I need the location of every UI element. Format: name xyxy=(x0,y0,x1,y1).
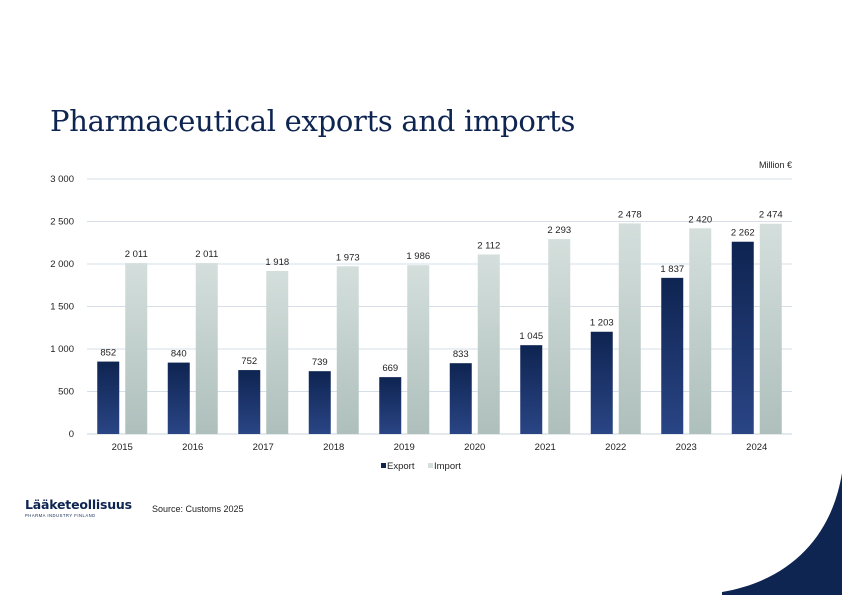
import-bar xyxy=(336,266,359,434)
y-tick-label: 3 000 xyxy=(50,174,74,185)
import-bar xyxy=(477,254,500,434)
import-data-label: 2 112 xyxy=(477,240,500,251)
export-bar xyxy=(308,371,331,434)
x-tick-label: 2015 xyxy=(112,442,133,453)
x-tick-label: 2022 xyxy=(605,442,626,453)
page-number: 1 xyxy=(816,505,822,515)
import-data-label: 2 478 xyxy=(618,209,642,220)
y-tick-label: 500 xyxy=(58,387,74,398)
import-data-label: 2 011 xyxy=(125,249,148,260)
x-tick-label: 2020 xyxy=(464,442,485,453)
import-data-label: 1 986 xyxy=(406,251,430,262)
brand-logo: Lääketeollisuus PHARMA INDUSTRY FINLAND xyxy=(25,498,135,522)
corner-decoration xyxy=(722,473,842,595)
export-data-label: 1 045 xyxy=(519,331,543,342)
export-bar xyxy=(590,331,613,434)
logo-name: Lääketeollisuus xyxy=(25,497,132,512)
legend-item-import: Import xyxy=(428,461,461,472)
export-bar xyxy=(97,361,120,434)
x-tick-label: 2021 xyxy=(535,442,556,453)
export-data-label: 2 262 xyxy=(731,228,755,239)
export-data-label: 752 xyxy=(241,356,257,367)
import-data-label: 2 011 xyxy=(195,249,218,260)
import-bar xyxy=(195,263,218,434)
legend-label-import: Import xyxy=(434,461,461,472)
export-data-label: 833 xyxy=(453,349,469,360)
export-bar xyxy=(520,345,543,434)
import-bar xyxy=(407,265,430,434)
legend-swatch-import xyxy=(428,463,433,468)
export-data-label: 1 837 xyxy=(660,264,684,275)
x-tick-label: 2018 xyxy=(323,442,344,453)
export-data-label: 840 xyxy=(171,349,187,360)
y-tick-label: 2 000 xyxy=(50,259,74,270)
y-tick-label: 1 000 xyxy=(50,344,74,355)
export-data-label: 1 203 xyxy=(590,318,614,329)
export-bar xyxy=(167,362,190,434)
source-note: Source: Customs 2025 xyxy=(152,504,244,514)
x-tick-label: 2023 xyxy=(676,442,697,453)
x-tick-label: 2016 xyxy=(182,442,203,453)
legend: Export Import xyxy=(381,461,461,472)
export-data-label: 739 xyxy=(312,357,328,368)
import-bar xyxy=(548,239,571,434)
import-data-label: 2 420 xyxy=(688,214,712,225)
import-bar xyxy=(759,223,782,434)
export-bar xyxy=(661,277,684,434)
slide-title: Pharmaceutical exports and imports xyxy=(50,104,576,138)
legend-item-export: Export xyxy=(381,461,415,472)
export-bar xyxy=(238,370,261,434)
import-data-label: 2 293 xyxy=(547,225,571,236)
export-bar xyxy=(731,241,754,434)
export-data-label: 669 xyxy=(382,363,398,374)
legend-label-export: Export xyxy=(387,461,415,472)
x-tick-label: 2017 xyxy=(253,442,274,453)
unit-label: Million € xyxy=(758,160,792,170)
import-bar xyxy=(125,263,148,434)
import-bar xyxy=(618,223,641,434)
legend-swatch-export xyxy=(381,463,386,468)
export-bar xyxy=(449,363,472,434)
import-bar xyxy=(266,270,289,434)
import-data-label: 1 973 xyxy=(336,252,360,263)
bars xyxy=(97,223,782,434)
axes: 0 500 1 000 1 500 2 000 2 500 3 000 2015 2016 201… xyxy=(50,174,767,453)
import-data-label: 2 474 xyxy=(759,210,783,221)
x-tick-label: 2024 xyxy=(746,442,767,453)
y-tick-label: 0 xyxy=(69,429,74,440)
y-tick-label: 1 500 xyxy=(50,302,74,313)
gridlines xyxy=(87,178,792,435)
export-bar xyxy=(379,377,402,434)
y-tick-label: 2 500 xyxy=(50,217,74,228)
logo-subtitle: PHARMA INDUSTRY FINLAND xyxy=(25,513,96,518)
data-labels: 852 2 011 840 2 011 752 1 918 739 1 973 669 1 986… xyxy=(100,209,782,374)
x-tick-label: 2019 xyxy=(394,442,415,453)
export-data-label: 852 xyxy=(100,348,116,359)
import-data-label: 1 918 xyxy=(265,257,289,268)
import-bar xyxy=(689,228,712,434)
